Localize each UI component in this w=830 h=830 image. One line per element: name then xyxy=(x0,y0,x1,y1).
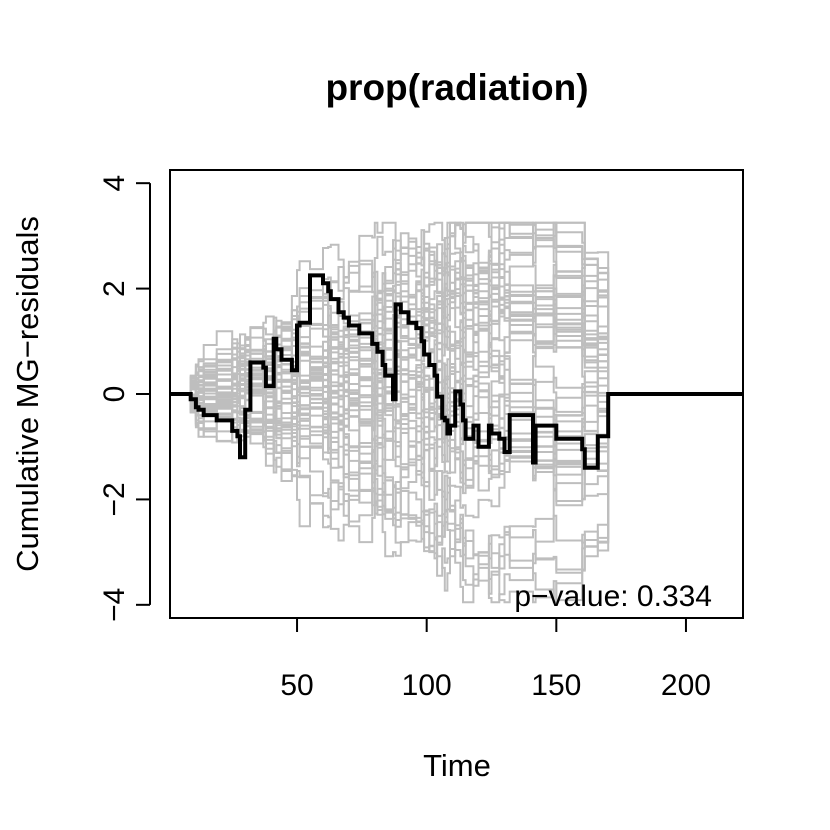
p-value-annotation: p−value: 0.334 xyxy=(514,580,712,613)
simulated-path xyxy=(170,291,743,463)
x-tick-label: 150 xyxy=(531,669,581,702)
y-tick-label: −4 xyxy=(98,588,131,622)
simulated-paths xyxy=(170,221,743,604)
y-tick-label: 4 xyxy=(98,175,131,192)
x-tick-label: 100 xyxy=(402,669,452,702)
y-tick-label: −2 xyxy=(98,482,131,516)
chart-title: prop(radiation) xyxy=(325,67,588,108)
y-tick-label: 2 xyxy=(98,280,131,297)
x-tick-label: 50 xyxy=(280,669,313,702)
observed-path xyxy=(170,273,743,470)
x-axis: 50 100 150 200 xyxy=(280,617,711,702)
x-axis-label: Time xyxy=(423,748,491,783)
x-tick-label: 200 xyxy=(661,669,711,702)
observed-line xyxy=(170,273,743,470)
y-axis-label: Cumulative MG−residuals xyxy=(10,216,45,572)
y-tick-label: 0 xyxy=(98,386,131,403)
y-axis: −4 −2 0 2 4 xyxy=(98,175,151,622)
